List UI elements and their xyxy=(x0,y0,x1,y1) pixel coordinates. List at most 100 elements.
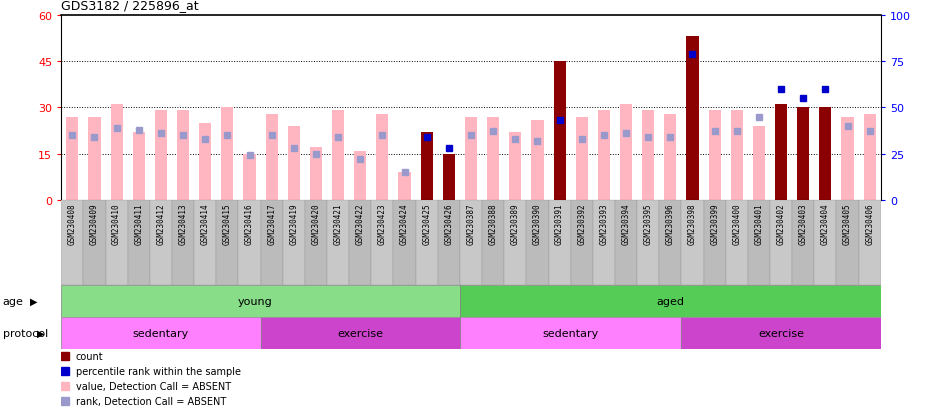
Bar xyxy=(841,117,853,200)
Text: GSM230393: GSM230393 xyxy=(599,203,609,244)
Bar xyxy=(664,114,676,200)
Bar xyxy=(349,200,371,285)
Bar xyxy=(217,200,238,285)
Bar xyxy=(266,114,278,200)
Bar xyxy=(465,117,477,200)
Bar xyxy=(681,317,881,349)
Text: sedentary: sedentary xyxy=(543,328,599,338)
Bar xyxy=(858,200,881,285)
Text: GSM230414: GSM230414 xyxy=(201,203,210,244)
Bar xyxy=(864,114,876,200)
Bar xyxy=(460,200,482,285)
Bar xyxy=(84,200,106,285)
Bar xyxy=(775,105,788,200)
Bar xyxy=(61,200,84,285)
Text: GSM230420: GSM230420 xyxy=(312,203,320,244)
Bar xyxy=(504,200,527,285)
Bar xyxy=(327,200,349,285)
Text: sedentary: sedentary xyxy=(133,328,189,338)
Bar xyxy=(770,200,792,285)
Bar xyxy=(642,111,655,200)
Text: exercise: exercise xyxy=(337,328,383,338)
Bar xyxy=(527,200,548,285)
Bar xyxy=(460,285,881,317)
Bar xyxy=(687,37,699,200)
Text: GSM230387: GSM230387 xyxy=(466,203,476,244)
Text: GSM230410: GSM230410 xyxy=(112,203,122,244)
Bar xyxy=(487,117,499,200)
Text: GSM230401: GSM230401 xyxy=(755,203,763,244)
Text: GSM230400: GSM230400 xyxy=(732,203,741,244)
Bar xyxy=(593,200,615,285)
Text: GSM230411: GSM230411 xyxy=(135,203,143,244)
Text: GSM230404: GSM230404 xyxy=(820,203,830,244)
Text: GSM230415: GSM230415 xyxy=(223,203,232,244)
Bar xyxy=(725,200,748,285)
Bar xyxy=(576,117,588,200)
Text: rank, Detection Call = ABSENT: rank, Detection Call = ABSENT xyxy=(76,396,226,406)
Text: GSM230398: GSM230398 xyxy=(688,203,697,244)
Text: GSM230392: GSM230392 xyxy=(577,203,586,244)
Text: exercise: exercise xyxy=(758,328,804,338)
Text: young: young xyxy=(237,296,272,306)
Bar xyxy=(150,200,172,285)
Text: GSM230389: GSM230389 xyxy=(511,203,520,244)
Bar xyxy=(66,117,78,200)
Bar xyxy=(460,317,681,349)
Text: GSM230395: GSM230395 xyxy=(643,203,653,244)
Bar xyxy=(106,200,128,285)
Text: protocol: protocol xyxy=(3,328,48,338)
Bar xyxy=(172,200,194,285)
Bar xyxy=(708,111,721,200)
Bar xyxy=(820,108,832,200)
Bar xyxy=(128,200,150,285)
Bar xyxy=(753,126,765,200)
Bar xyxy=(731,111,743,200)
Bar xyxy=(620,105,632,200)
Bar xyxy=(571,200,593,285)
Text: GDS3182 / 225896_at: GDS3182 / 225896_at xyxy=(61,0,199,12)
Text: count: count xyxy=(76,351,104,361)
Bar xyxy=(438,200,460,285)
Bar xyxy=(792,200,814,285)
Text: GSM230399: GSM230399 xyxy=(710,203,719,244)
Bar xyxy=(554,62,566,200)
Bar xyxy=(283,200,305,285)
Bar xyxy=(194,200,217,285)
Text: GSM230417: GSM230417 xyxy=(268,203,276,244)
Text: GSM230423: GSM230423 xyxy=(378,203,387,244)
Text: GSM230405: GSM230405 xyxy=(843,203,853,244)
Text: GSM230409: GSM230409 xyxy=(89,203,99,244)
Text: GSM230390: GSM230390 xyxy=(533,203,542,244)
Text: GSM230412: GSM230412 xyxy=(156,203,166,244)
Bar xyxy=(659,200,681,285)
Bar xyxy=(482,200,504,285)
Bar xyxy=(287,126,300,200)
Text: ▶: ▶ xyxy=(37,328,44,338)
Bar xyxy=(510,133,521,200)
Bar xyxy=(177,111,189,200)
Text: GSM230425: GSM230425 xyxy=(422,203,431,244)
Text: GSM230396: GSM230396 xyxy=(666,203,674,244)
Bar xyxy=(615,200,637,285)
Text: age: age xyxy=(3,296,24,306)
Text: GSM230422: GSM230422 xyxy=(356,203,365,244)
Bar xyxy=(398,173,411,200)
Text: GSM230403: GSM230403 xyxy=(799,203,807,244)
Text: ▶: ▶ xyxy=(30,296,38,306)
Bar xyxy=(415,200,438,285)
Bar xyxy=(61,317,261,349)
Bar xyxy=(199,123,211,200)
Bar xyxy=(238,200,261,285)
Bar xyxy=(133,133,145,200)
Bar xyxy=(221,108,234,200)
Bar xyxy=(637,200,659,285)
Text: percentile rank within the sample: percentile rank within the sample xyxy=(76,366,241,376)
Bar xyxy=(531,121,544,200)
Bar xyxy=(421,133,432,200)
Bar xyxy=(243,154,255,200)
Text: GSM230421: GSM230421 xyxy=(333,203,343,244)
Bar xyxy=(394,200,415,285)
Bar xyxy=(110,105,122,200)
Bar xyxy=(61,285,460,317)
